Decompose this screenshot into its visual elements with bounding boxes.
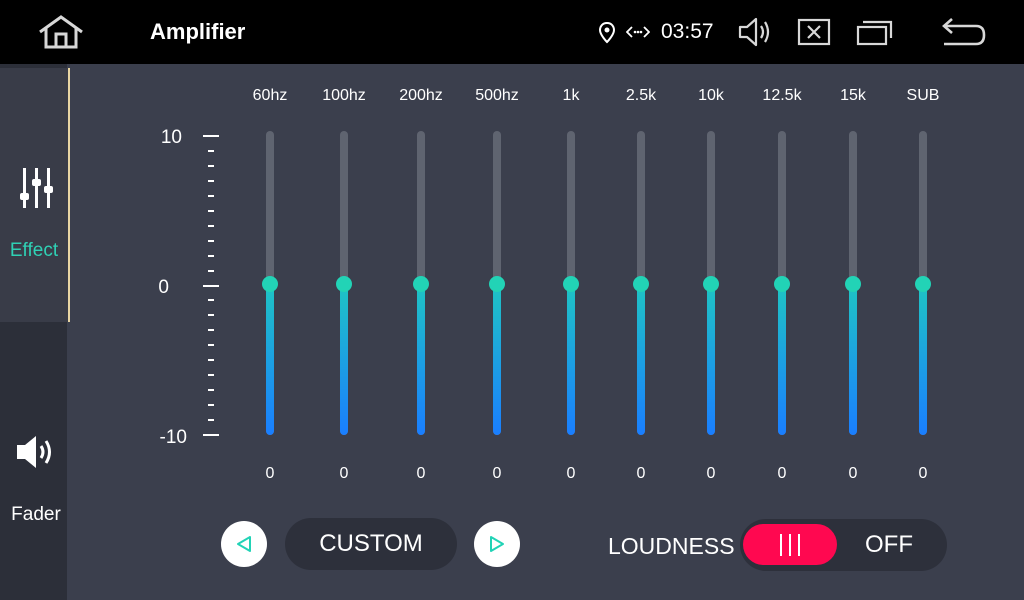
band-label: 12.5k bbox=[762, 87, 802, 104]
band-value: 0 bbox=[492, 465, 502, 482]
scale-minor-tick bbox=[208, 239, 214, 242]
band-value: 0 bbox=[918, 465, 928, 482]
scale-minor-tick bbox=[208, 179, 214, 182]
location-pin-icon bbox=[598, 22, 616, 44]
scale-minor-tick bbox=[208, 419, 214, 422]
scale-minor-tick bbox=[208, 269, 214, 272]
window-icon[interactable] bbox=[855, 18, 893, 46]
triangle-left-icon bbox=[237, 536, 251, 552]
band-label: 1k bbox=[562, 87, 580, 104]
scale-major-tick bbox=[203, 434, 219, 436]
band-label: 200hz bbox=[399, 87, 443, 104]
scale-minor-tick bbox=[208, 164, 214, 167]
scale-major-tick bbox=[203, 284, 219, 287]
band-slider-knob[interactable] bbox=[915, 276, 931, 292]
band-slider-fill bbox=[849, 280, 857, 435]
clock: 03:57 bbox=[661, 20, 714, 43]
band-slider-fill bbox=[919, 280, 927, 435]
band-slider-fill bbox=[340, 280, 348, 435]
band-label: 10k bbox=[698, 87, 724, 104]
scale-major-tick bbox=[203, 135, 219, 137]
scale-min-label: -10 bbox=[159, 427, 187, 448]
volume-icon[interactable] bbox=[737, 16, 773, 48]
scale-minor-tick bbox=[208, 209, 214, 212]
band-slider-knob[interactable] bbox=[262, 276, 278, 292]
scale-minor-tick bbox=[208, 404, 214, 407]
close-box-icon[interactable] bbox=[797, 18, 831, 46]
band-value: 0 bbox=[265, 465, 275, 482]
band-label: 500hz bbox=[475, 87, 519, 104]
page-title: Amplifier bbox=[150, 19, 246, 44]
band-value: 0 bbox=[566, 465, 576, 482]
band-slider-fill bbox=[707, 280, 715, 435]
band-value: 0 bbox=[636, 465, 646, 482]
status-bar: Amplifier 03:57 bbox=[0, 0, 1024, 64]
scale-minor-tick bbox=[208, 329, 214, 332]
band-label: 15k bbox=[840, 87, 866, 104]
band-label: 2.5k bbox=[625, 87, 657, 104]
sidebar-item-label: Effect bbox=[9, 240, 59, 261]
band-slider-knob[interactable] bbox=[413, 276, 429, 292]
band-slider-knob[interactable] bbox=[845, 276, 861, 292]
band-slider-knob[interactable] bbox=[703, 276, 719, 292]
prev-preset-button[interactable] bbox=[221, 521, 267, 567]
band-slider-fill bbox=[493, 280, 501, 435]
next-preset-button[interactable] bbox=[474, 521, 520, 567]
band-label: 100hz bbox=[322, 87, 366, 104]
scale-minor-tick bbox=[208, 344, 214, 347]
scale-max-label: 10 bbox=[160, 127, 182, 148]
band-slider-fill bbox=[778, 280, 786, 435]
band-value: 0 bbox=[777, 465, 787, 482]
link-arrows-icon bbox=[626, 26, 650, 38]
band-slider-knob[interactable] bbox=[774, 276, 790, 292]
sidebar-item-effect[interactable]: Effect bbox=[0, 68, 70, 322]
band-slider-fill bbox=[567, 280, 575, 435]
speaker-icon bbox=[17, 436, 51, 468]
loudness-toggle[interactable]: OFF bbox=[740, 519, 947, 571]
scale-minor-tick bbox=[208, 374, 214, 377]
band-slider-fill bbox=[266, 280, 274, 435]
sidebar-item-label: Fader bbox=[11, 504, 61, 525]
scale-minor-tick bbox=[208, 254, 214, 257]
band-slider-fill bbox=[417, 280, 425, 435]
loudness-state: OFF bbox=[865, 531, 913, 558]
band-slider-knob[interactable] bbox=[563, 276, 579, 292]
scale-minor-tick bbox=[208, 149, 214, 152]
band-slider-fill bbox=[637, 280, 645, 435]
equalizer-sliders-icon bbox=[20, 168, 53, 208]
preset-name: CUSTOM bbox=[319, 530, 423, 557]
scale-minor-tick bbox=[208, 224, 214, 227]
triangle-right-icon bbox=[490, 536, 504, 552]
scale-minor-tick bbox=[208, 194, 214, 197]
band-value: 0 bbox=[339, 465, 349, 482]
preset-selector[interactable]: CUSTOM bbox=[285, 518, 457, 570]
band-value: 0 bbox=[848, 465, 858, 482]
scale-mid-label: 0 bbox=[158, 277, 169, 298]
back-icon[interactable] bbox=[940, 16, 988, 48]
scale-minor-tick bbox=[208, 359, 214, 362]
band-slider-knob[interactable] bbox=[489, 276, 505, 292]
scale-minor-tick bbox=[208, 389, 214, 392]
loudness-label: LOUDNESS bbox=[608, 533, 735, 559]
band-slider-knob[interactable] bbox=[633, 276, 649, 292]
band-value: 0 bbox=[706, 465, 716, 482]
sidebar-item-fader[interactable]: Fader bbox=[0, 424, 67, 534]
band-label: 60hz bbox=[252, 87, 288, 104]
band-slider-knob[interactable] bbox=[336, 276, 352, 292]
band-value: 0 bbox=[416, 465, 426, 482]
band-label: SUB bbox=[906, 87, 940, 104]
scale-minor-tick bbox=[208, 314, 214, 317]
home-icon[interactable] bbox=[36, 14, 86, 50]
scale-minor-tick bbox=[208, 299, 214, 302]
sidebar: Effect Fader bbox=[0, 64, 70, 600]
toggle-knob[interactable] bbox=[743, 524, 837, 565]
